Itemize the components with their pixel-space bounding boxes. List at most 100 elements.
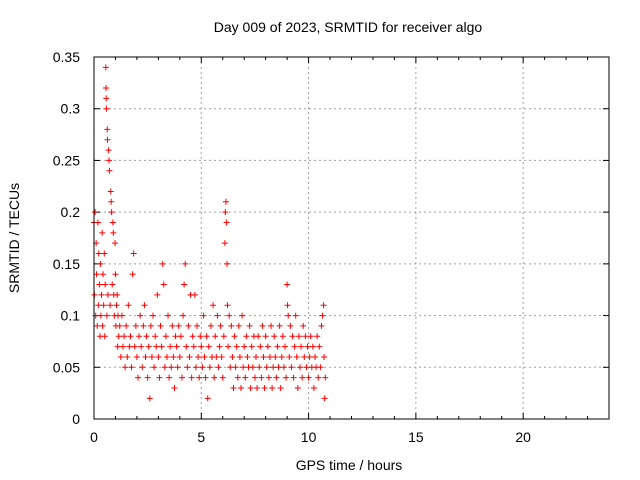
data-point xyxy=(100,271,107,278)
data-point xyxy=(104,136,111,143)
y-tick-label: 0.2 xyxy=(61,204,81,220)
data-point xyxy=(118,312,125,319)
data-point xyxy=(94,219,101,226)
y-tick-label: 0.05 xyxy=(53,359,80,375)
x-axis-label: GPS time / hours xyxy=(296,457,403,473)
data-point xyxy=(100,302,107,309)
data-point xyxy=(244,353,251,360)
data-point xyxy=(95,302,102,309)
data-point xyxy=(139,364,146,371)
data-point xyxy=(110,229,117,236)
data-point xyxy=(145,343,152,350)
data-point xyxy=(138,343,145,350)
data-point xyxy=(278,353,285,360)
data-point xyxy=(222,209,229,216)
data-point xyxy=(169,322,176,329)
data-point xyxy=(269,384,276,391)
data-point xyxy=(223,219,230,226)
data-point xyxy=(253,353,260,360)
data-point xyxy=(287,322,294,329)
data-point xyxy=(233,343,240,350)
data-point xyxy=(271,333,278,340)
data-point xyxy=(243,333,250,340)
data-point xyxy=(143,333,150,340)
data-point xyxy=(211,374,218,381)
data-point xyxy=(207,322,214,329)
data-point xyxy=(191,291,198,298)
data-point xyxy=(98,291,105,298)
data-point xyxy=(240,364,247,371)
chart-title: Day 009 of 2023, SRMTID for receiver alg… xyxy=(214,19,483,35)
data-point xyxy=(288,364,295,371)
data-point xyxy=(310,384,317,391)
data-point xyxy=(103,85,110,92)
data-point xyxy=(204,395,211,402)
data-point xyxy=(198,343,205,350)
x-tick-label: 10 xyxy=(301,429,317,445)
data-point xyxy=(231,333,238,340)
data-point xyxy=(291,343,298,350)
data-point xyxy=(171,384,178,391)
data-point xyxy=(129,271,136,278)
data-point xyxy=(167,343,174,350)
data-point xyxy=(312,353,319,360)
data-point xyxy=(184,364,191,371)
data-point xyxy=(201,353,208,360)
plot-frame xyxy=(93,56,610,420)
data-point xyxy=(180,312,187,319)
data-point xyxy=(304,343,311,350)
data-point xyxy=(146,395,153,402)
data-point xyxy=(303,364,310,371)
data-point xyxy=(114,291,121,298)
data-point xyxy=(133,353,140,360)
data-point xyxy=(279,333,286,340)
data-point xyxy=(247,384,254,391)
data-point xyxy=(141,302,148,309)
data-point xyxy=(276,322,283,329)
data-point xyxy=(104,126,111,133)
data-point xyxy=(192,364,199,371)
data-point xyxy=(210,302,217,309)
data-point xyxy=(297,364,303,371)
data-point xyxy=(151,364,158,371)
data-point xyxy=(177,333,184,340)
data-point xyxy=(256,364,263,371)
data-point xyxy=(249,364,256,371)
data-point xyxy=(294,384,301,391)
data-point xyxy=(262,333,269,340)
data-point xyxy=(265,374,272,381)
data-point xyxy=(147,322,154,329)
data-point xyxy=(157,322,164,329)
data-point xyxy=(152,333,159,340)
data-point xyxy=(144,374,151,381)
data-point xyxy=(258,374,265,381)
data-point xyxy=(106,157,113,164)
data-point xyxy=(150,312,157,319)
data-point xyxy=(109,219,116,226)
data-point xyxy=(275,364,282,371)
data-point xyxy=(97,312,104,319)
data-point xyxy=(215,364,222,371)
x-tick-label: 5 xyxy=(197,429,205,445)
data-point xyxy=(273,374,280,381)
data-point xyxy=(301,353,308,360)
data-point xyxy=(99,229,106,236)
data-point xyxy=(94,322,101,329)
y-tick-label: 0 xyxy=(72,411,80,427)
data-point xyxy=(106,167,113,174)
data-point xyxy=(155,353,162,360)
data-point xyxy=(254,384,261,391)
data-point xyxy=(108,209,115,216)
data-point xyxy=(123,322,130,329)
data-point xyxy=(206,364,213,371)
data-point xyxy=(318,322,325,329)
data-point xyxy=(186,353,193,360)
data-point xyxy=(168,364,175,371)
data-point xyxy=(246,322,253,329)
data-point xyxy=(266,353,273,360)
data-point xyxy=(101,250,108,257)
data-point xyxy=(137,312,144,319)
data-point xyxy=(199,364,206,371)
data-point xyxy=(104,291,111,298)
data-point xyxy=(161,364,168,371)
